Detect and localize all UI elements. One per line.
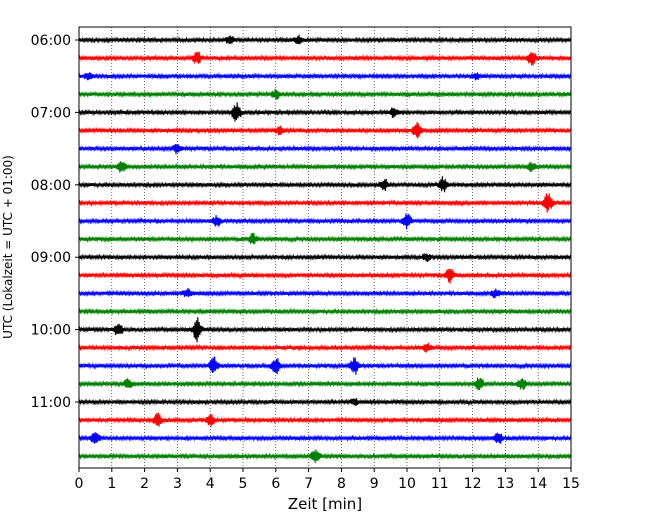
trace-0630 [78, 72, 572, 81]
trace-0715 [78, 121, 572, 139]
trace-1045 [78, 377, 572, 391]
x-tick-label: 6 [271, 476, 280, 492]
trace-1015 [78, 342, 572, 353]
traces [78, 34, 572, 464]
y-tick-label: 06:00 [31, 33, 71, 49]
trace-0830 [78, 213, 572, 230]
x-tick-label: 4 [206, 476, 215, 492]
x-axis-label: Zeit [min] [288, 495, 362, 513]
trace-0900 [78, 253, 572, 262]
y-tick-label: 07:00 [31, 105, 71, 121]
x-tick-label: 10 [398, 476, 416, 492]
trace-1145 [78, 449, 572, 464]
x-axis-ticks: 0 1 2 3 4 5 6 7 8 9 10 11 12 13 14 15 [75, 468, 580, 492]
trace-0730 [78, 143, 572, 155]
y-axis-ticks: 06:00 07:00 08:00 09:00 10:00 11:00 [31, 33, 79, 411]
x-tick-label: 11 [431, 476, 449, 492]
trace-0815 [78, 193, 572, 213]
trace-0700 [78, 102, 572, 122]
trace-1030 [78, 356, 572, 375]
x-tick-label: 9 [370, 476, 379, 492]
y-tick-label: 11:00 [31, 395, 71, 411]
x-tick-label: 8 [337, 476, 346, 492]
x-tick-label: 2 [140, 476, 149, 492]
x-tick-label: 7 [304, 476, 313, 492]
x-tick-label: 1 [107, 476, 116, 492]
x-tick-label: 5 [239, 476, 248, 492]
trace-0930 [78, 287, 572, 299]
trace-1000 [78, 317, 572, 343]
x-tick-label: 0 [75, 476, 84, 492]
y-axis-label: UTC (Lokalzeit = UTC + 01:00) [1, 155, 15, 339]
trace-1115 [78, 412, 572, 427]
plot-frame [78, 26, 572, 469]
x-tick-label: 13 [496, 476, 514, 492]
trace-0915 [78, 268, 572, 284]
trace-0615 [78, 51, 572, 66]
y-tick-label: 10:00 [31, 323, 71, 339]
trace-1100 [78, 398, 572, 407]
x-tick-label: 14 [529, 476, 547, 492]
trace-0645 [78, 88, 572, 100]
trace-0845 [78, 232, 572, 245]
y-tick-label: 09:00 [31, 250, 71, 266]
x-tick-label: 3 [173, 476, 182, 492]
trace-0745 [78, 161, 572, 173]
trace-0945 [78, 307, 572, 316]
x-tick-label: 15 [562, 476, 580, 492]
trace-0600 [78, 34, 572, 45]
y-tick-label: 08:00 [31, 178, 71, 194]
x-tick-label: 12 [464, 476, 482, 492]
trace-1130 [78, 432, 572, 444]
trace-0800 [78, 176, 572, 193]
